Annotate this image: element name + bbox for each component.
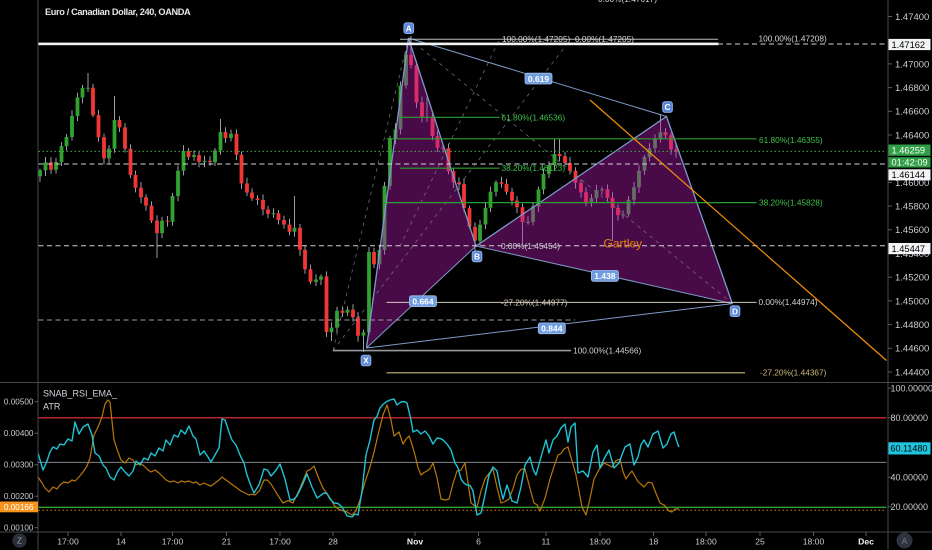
svg-text:0.00%(1.47617): 0.00%(1.47617) [598,0,657,4]
svg-text:X: X [363,356,369,366]
svg-text:SNAB_RSI_EMA_: SNAB_RSI_EMA_ [43,389,118,399]
svg-text:0.00%(1.47205): 0.00%(1.47205) [575,34,634,44]
svg-text:18:00: 18:00 [589,536,611,546]
svg-text:0.00100: 0.00100 [4,524,34,533]
svg-text:25: 25 [755,536,765,546]
svg-text:60.11480: 60.11480 [891,444,928,454]
svg-text:20.00000: 20.00000 [891,502,929,512]
svg-text:A: A [902,536,908,546]
svg-text:1.47400: 1.47400 [895,12,929,23]
svg-text:B: B [474,252,480,262]
svg-text:0.00%(1.44974): 0.00%(1.44974) [759,297,818,307]
svg-text:C: C [665,102,671,112]
svg-text:0.00166: 0.00166 [4,503,34,512]
svg-text:100.00%(1.44566): 100.00%(1.44566) [573,346,642,356]
svg-text:1.46000: 1.46000 [895,178,929,189]
svg-text:1.46259: 1.46259 [892,146,926,156]
svg-text:61.80%(1.46355): 61.80%(1.46355) [759,135,823,145]
svg-text:1.44600: 1.44600 [895,344,929,355]
svg-text:61.80%(1.46536): 61.80%(1.46536) [502,112,566,122]
svg-text:28: 28 [328,536,338,546]
svg-text:1.44800: 1.44800 [895,320,929,331]
svg-text:1.44400: 1.44400 [895,367,929,378]
svg-text:Dec: Dec [858,536,874,546]
svg-text:1.45447: 1.45447 [892,244,926,254]
svg-text:1.46400: 1.46400 [895,130,929,141]
svg-text:-27.20%(1.44367): -27.20%(1.44367) [760,368,827,378]
svg-text:18:00: 18:00 [695,536,717,546]
svg-text:-27.20%(1.44977): -27.20%(1.44977) [501,297,568,307]
svg-text:0.844: 0.844 [541,324,563,334]
svg-text:1.46600: 1.46600 [895,107,929,118]
svg-text:0.664: 0.664 [412,296,434,306]
svg-text:1.47162: 1.47162 [892,40,926,50]
svg-text:18:00: 18:00 [803,536,825,546]
svg-text:Euro / Canadian Dollar, 240, O: Euro / Canadian Dollar, 240, OANDA [45,7,191,17]
svg-text:6: 6 [476,536,481,546]
svg-text:Nov: Nov [407,536,423,546]
svg-text:0.00200: 0.00200 [4,492,34,501]
svg-text:17:00: 17:00 [269,536,291,546]
svg-text:1.45200: 1.45200 [895,273,929,284]
svg-text:Z: Z [17,537,22,546]
svg-text:38.20%(1.45828): 38.20%(1.45828) [759,198,823,208]
svg-text:14: 14 [116,536,126,546]
svg-text:80.00000: 80.00000 [891,413,929,423]
svg-text:1.45600: 1.45600 [895,225,929,236]
svg-text:1.438: 1.438 [594,271,616,281]
svg-text:38.20%(1.46123): 38.20%(1.46123) [502,163,566,173]
svg-text:0.00300: 0.00300 [4,461,34,470]
svg-text:1.45400: 1.45400 [895,249,929,260]
svg-text:0.619: 0.619 [528,74,550,84]
svg-text:0.00500: 0.00500 [4,398,34,407]
svg-text:18: 18 [649,536,659,546]
svg-text:17:00: 17:00 [57,536,79,546]
svg-text:1.45800: 1.45800 [895,202,929,213]
svg-text:21: 21 [222,536,232,546]
svg-text:100.00%(1.47205): 100.00%(1.47205) [502,34,571,44]
svg-text:1.47000: 1.47000 [895,59,929,70]
svg-text:0.00%(1.45454): 0.00%(1.45454) [501,241,560,251]
svg-text:D: D [732,306,738,316]
svg-text:100.00000: 100.00000 [891,383,932,393]
svg-text:1.46144: 1.46144 [892,170,926,180]
svg-text:1.45000: 1.45000 [895,296,929,307]
svg-text:A: A [406,23,412,33]
svg-text:17:00: 17:00 [162,536,184,546]
svg-text:11: 11 [542,536,551,546]
svg-text:Gartley: Gartley [604,237,643,251]
svg-text:01:42:09: 01:42:09 [892,158,928,168]
svg-text:0.00400: 0.00400 [4,429,34,438]
svg-text:1.46800: 1.46800 [895,83,929,94]
svg-text:ATR: ATR [43,402,61,412]
svg-text:100.00%(1.47208): 100.00%(1.47208) [759,34,828,44]
svg-text:40.00000: 40.00000 [891,472,929,482]
